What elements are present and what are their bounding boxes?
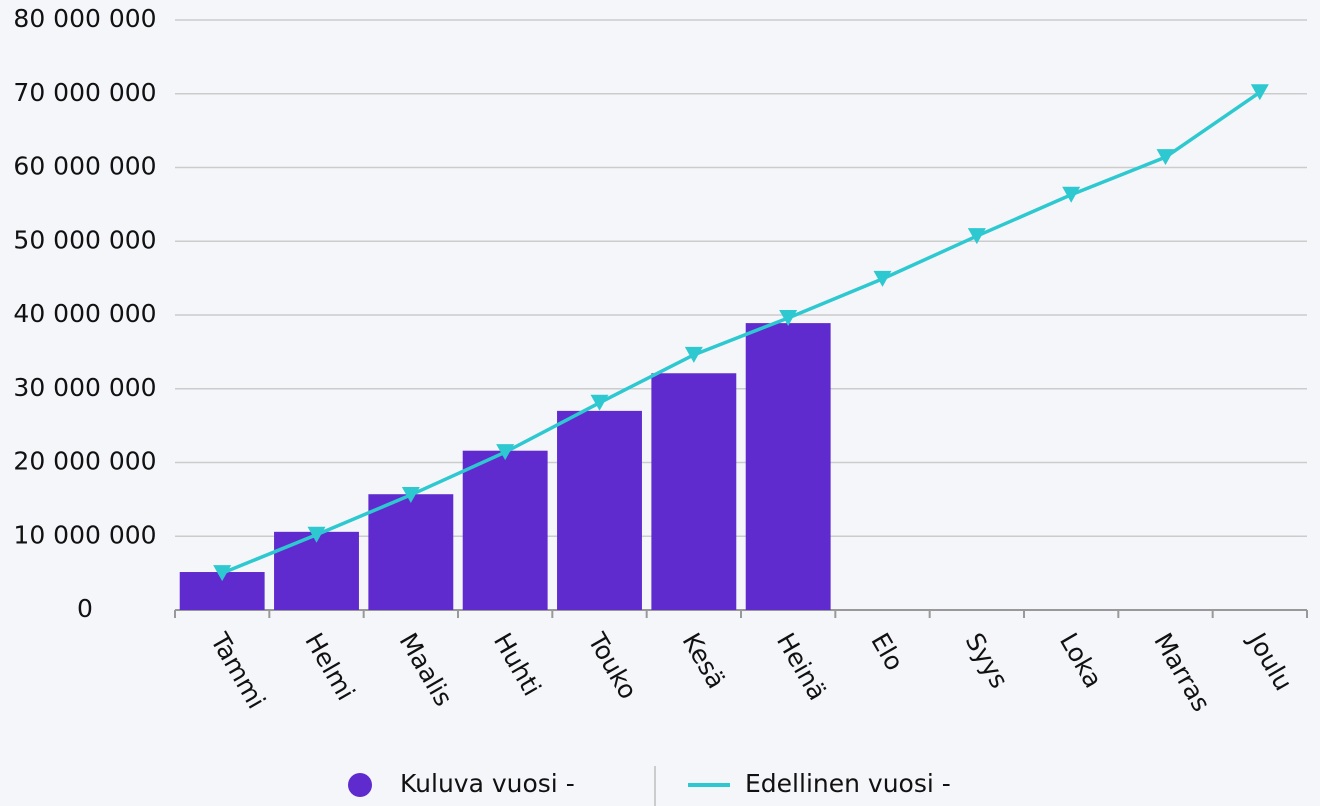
- y-tick-label: 70 000 000: [13, 78, 156, 107]
- y-tick-label: 30 000 000: [13, 373, 156, 402]
- line-marker: [213, 565, 232, 582]
- line-marker: [967, 228, 986, 245]
- line-marker: [496, 444, 515, 461]
- line-marker: [307, 526, 326, 543]
- y-tick-label: 40 000 000: [13, 299, 156, 328]
- line-marker: [1156, 149, 1175, 166]
- line-marker: [779, 309, 798, 326]
- legend-label: Edellinen vuosi -: [745, 769, 951, 798]
- y-tick-label: 0: [77, 594, 93, 623]
- y-tick-label: 50 000 000: [13, 225, 156, 254]
- y-tick-label: 80 000 000: [13, 4, 156, 33]
- y-tick-label: 60 000 000: [13, 152, 156, 181]
- y-tick-label: 20 000 000: [13, 447, 156, 476]
- line-marker: [590, 394, 609, 411]
- bar: [274, 531, 359, 610]
- bar: [557, 410, 642, 610]
- line-marker: [873, 270, 892, 287]
- line-marker: [1062, 186, 1081, 203]
- line-marker: [401, 486, 420, 503]
- bar: [368, 494, 454, 610]
- line-marker: [684, 346, 703, 363]
- bar: [651, 373, 737, 610]
- legend-label: Kuluva vuosi -: [400, 769, 575, 798]
- bar: [462, 450, 548, 610]
- legend-swatch: [348, 773, 372, 797]
- line-marker: [1250, 84, 1269, 101]
- y-tick-label: 10 000 000: [13, 520, 156, 549]
- line: [221, 90, 1261, 575]
- bar: [745, 323, 831, 610]
